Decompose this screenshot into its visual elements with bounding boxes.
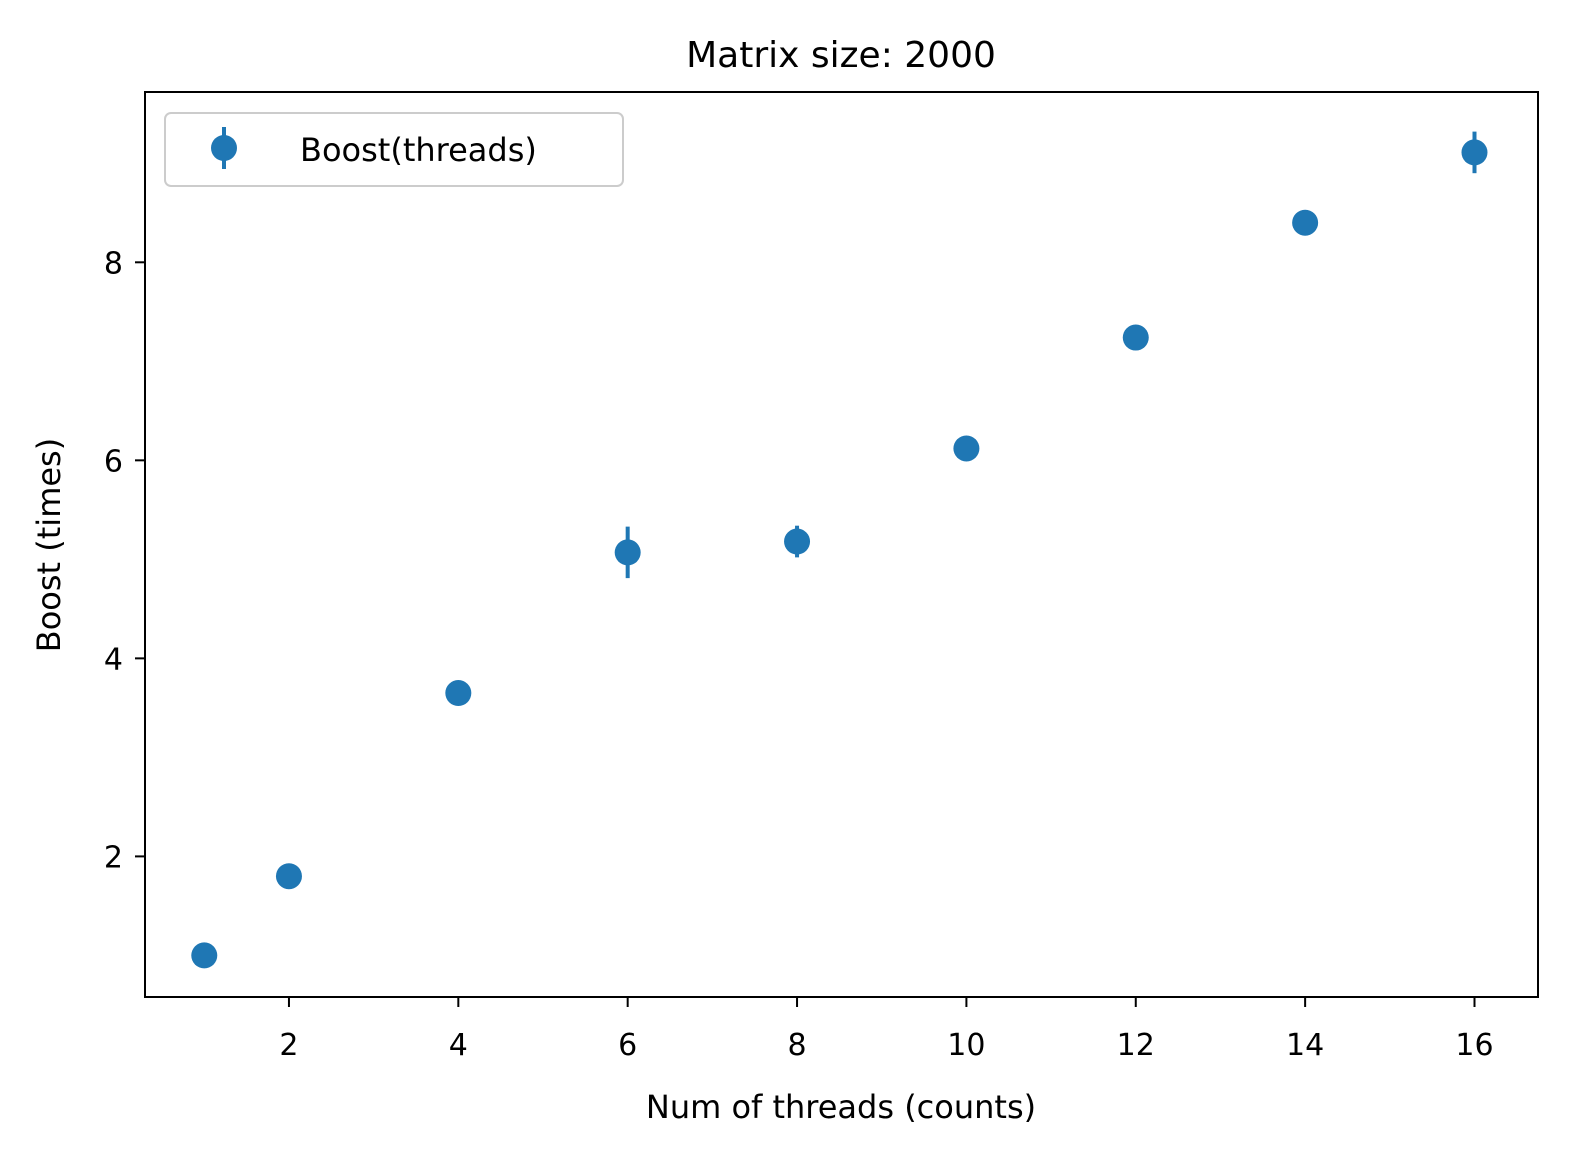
legend-marker-icon [211, 135, 237, 161]
data-point [1122, 324, 1149, 351]
data-points [191, 131, 1488, 969]
x-axis: 2 4 6 8 10 12 14 16 [279, 997, 1494, 1063]
data-point [953, 435, 980, 462]
data-point [445, 680, 472, 707]
data-point [784, 528, 811, 555]
x-tick-label: 14 [1286, 1028, 1324, 1063]
legend: Boost(threads) [164, 112, 624, 187]
data-point [614, 539, 641, 566]
data-point [191, 942, 218, 969]
plot-area-frame [144, 91, 1539, 998]
x-tick-label: 10 [947, 1028, 985, 1063]
y-axis: 2 4 6 8 [104, 246, 145, 875]
y-tick-label: 4 [104, 642, 123, 677]
chart-title: Matrix size: 2000 [686, 35, 996, 76]
x-axis-label: Num of threads (counts) [646, 1088, 1036, 1126]
x-tick-label: 6 [618, 1028, 637, 1063]
x-tick-label: 16 [1455, 1028, 1493, 1063]
x-tick-label: 8 [787, 1028, 806, 1063]
y-axis-label: Boost (times) [30, 438, 68, 652]
legend-entry-label: Boost(threads) [300, 131, 537, 169]
y-tick-label: 2 [104, 840, 123, 875]
legend-frame [164, 112, 624, 187]
data-point [1461, 139, 1488, 166]
y-tick-label: 6 [104, 444, 123, 479]
x-tick-label: 2 [279, 1028, 298, 1063]
x-tick-label: 12 [1117, 1028, 1155, 1063]
x-tick-label: 4 [449, 1028, 468, 1063]
y-tick-label: 8 [104, 246, 123, 281]
data-point [275, 863, 302, 890]
data-point [1292, 209, 1319, 236]
